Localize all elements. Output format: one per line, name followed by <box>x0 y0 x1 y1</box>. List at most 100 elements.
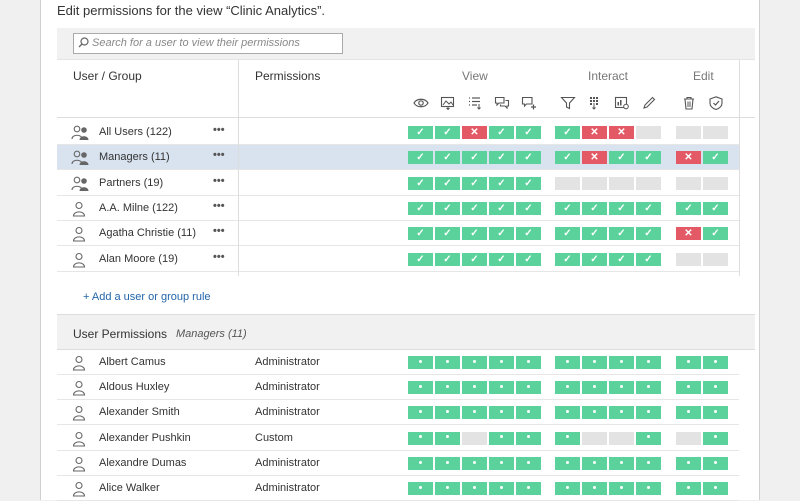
capability-allowed[interactable]: ✓ <box>609 201 634 215</box>
capability-allowed <box>516 406 541 420</box>
capability-unspecified[interactable] <box>676 176 701 190</box>
user-row[interactable]: Alexandre Dumas Administrator <box>57 451 739 476</box>
capability-allowed <box>516 482 541 495</box>
capability-allowed[interactable]: ✓ <box>703 151 728 165</box>
search-input[interactable]: Search for a user to view their permissi… <box>73 33 343 54</box>
capability-unspecified[interactable] <box>555 176 580 190</box>
capability-allowed[interactable]: ✓ <box>516 201 541 215</box>
capability-allowed[interactable]: ✓ <box>435 176 460 190</box>
capability-unspecified[interactable] <box>676 126 701 139</box>
capability-allowed[interactable]: ✓ <box>555 151 580 165</box>
capability-unspecified[interactable] <box>636 176 661 190</box>
capability-unspecified[interactable] <box>676 252 701 266</box>
more-options-button[interactable]: ••• <box>213 199 225 212</box>
capability-allowed[interactable]: ✓ <box>555 252 580 266</box>
capability-unspecified[interactable] <box>703 176 728 190</box>
capability-allowed[interactable]: ✓ <box>516 176 541 190</box>
rule-row[interactable]: Managers (11) ••• ✓ ✓ ✓ ✓ ✓ ✓ ✕ ✓ ✓ ✕ ✓ <box>57 145 739 171</box>
capability-allowed[interactable]: ✓ <box>636 151 661 165</box>
capability-allowed <box>703 431 728 445</box>
capability-unspecified[interactable] <box>703 252 728 266</box>
capability-allowed[interactable]: ✓ <box>462 201 487 215</box>
rule-row[interactable]: Partners (19) ••• ✓ ✓ ✓ ✓ ✓ <box>57 171 739 196</box>
capability-allowed[interactable]: ✓ <box>462 176 487 190</box>
capability-allowed[interactable]: ✓ <box>609 252 634 266</box>
capability-allowed[interactable]: ✓ <box>516 151 541 165</box>
capability-allowed[interactable]: ✓ <box>489 227 514 241</box>
capability-allowed[interactable]: ✓ <box>408 151 433 165</box>
user-row[interactable]: Aldous Huxley Administrator <box>57 375 739 401</box>
capability-allowed[interactable]: ✓ <box>489 252 514 266</box>
more-options-button[interactable]: ••• <box>213 174 225 187</box>
capability-unspecified[interactable] <box>703 126 728 139</box>
capability-allowed[interactable]: ✓ <box>609 151 634 165</box>
capability-denied[interactable]: ✕ <box>676 151 701 165</box>
capability-allowed[interactable]: ✓ <box>408 201 433 215</box>
capability-denied[interactable]: ✕ <box>462 126 487 139</box>
capability-allowed[interactable]: ✓ <box>516 252 541 266</box>
capability-allowed[interactable]: ✓ <box>435 252 460 266</box>
capability-unspecified[interactable] <box>582 176 607 190</box>
capability-allowed[interactable]: ✓ <box>435 151 460 165</box>
capability-allowed[interactable]: ✓ <box>582 227 607 241</box>
capability-denied[interactable]: ✕ <box>582 126 607 139</box>
capability-allowed[interactable]: ✓ <box>489 201 514 215</box>
rule-row[interactable]: All Users (122) ••• ✓ ✓ ✕ ✓ ✓ ✓ ✕ ✕ <box>57 120 739 145</box>
capability-allowed[interactable]: ✓ <box>703 227 728 241</box>
capability-allowed[interactable]: ✓ <box>703 201 728 215</box>
data-download-icon <box>590 97 598 110</box>
more-options-button[interactable]: ••• <box>213 124 225 136</box>
user-row[interactable]: Albert Camus Administrator <box>57 350 739 375</box>
capability-allowed <box>555 482 580 495</box>
capability-allowed[interactable]: ✓ <box>435 126 460 139</box>
capability-allowed[interactable]: ✓ <box>408 252 433 266</box>
more-options-button[interactable]: ••• <box>213 250 225 263</box>
capability-allowed[interactable]: ✓ <box>408 176 433 190</box>
capability-allowed[interactable]: ✓ <box>555 201 580 215</box>
capability-allowed[interactable]: ✓ <box>676 201 701 215</box>
capability-denied[interactable]: ✕ <box>609 126 634 139</box>
more-options-button[interactable]: ••• <box>213 149 225 162</box>
capability-allowed[interactable]: ✓ <box>582 252 607 266</box>
more-options-button[interactable]: ••• <box>213 225 225 238</box>
rule-row[interactable]: A.A. Milne (122) ••• ✓ ✓ ✓ ✓ ✓ ✓ ✓ ✓ ✓ ✓ ✓ <box>57 196 739 221</box>
capability-allowed[interactable]: ✓ <box>462 151 487 165</box>
rule-row[interactable]: Alan Moore (19) ••• ✓ ✓ ✓ ✓ ✓ ✓ ✓ ✓ ✓ <box>57 247 739 272</box>
capability-allowed <box>516 431 541 445</box>
user-row[interactable]: Alexander Pushkin Custom <box>57 426 739 451</box>
permission-level: Custom <box>255 431 293 444</box>
capability-allowed[interactable]: ✓ <box>636 201 661 215</box>
capability-allowed[interactable]: ✓ <box>489 126 514 139</box>
add-rule-link[interactable]: + Add a user or group rule <box>83 291 211 303</box>
permission-level: Administrator <box>255 381 320 394</box>
user-row[interactable]: Alexander Smith Administrator <box>57 400 739 426</box>
capability-allowed <box>462 482 487 495</box>
capability-allowed[interactable]: ✓ <box>516 126 541 139</box>
capability-allowed[interactable]: ✓ <box>435 201 460 215</box>
capability-unspecified[interactable] <box>609 176 634 190</box>
capability-allowed[interactable]: ✓ <box>462 227 487 241</box>
user-permissions-section-header: User Permissions Managers (11) <box>57 314 755 350</box>
capability-allowed[interactable]: ✓ <box>408 126 433 139</box>
capability-allowed[interactable]: ✓ <box>408 227 433 241</box>
capability-allowed <box>516 381 541 395</box>
capability-allowed[interactable]: ✓ <box>555 227 580 241</box>
capability-allowed[interactable]: ✓ <box>582 201 607 215</box>
capability-allowed[interactable]: ✓ <box>516 227 541 241</box>
user-row[interactable]: Alice Walker Administrator <box>57 476 739 501</box>
capability-allowed[interactable]: ✓ <box>489 176 514 190</box>
capability-allowed[interactable]: ✓ <box>462 252 487 266</box>
capability-allowed <box>408 482 433 495</box>
rule-row[interactable]: Agatha Christie (11) ••• ✓ ✓ ✓ ✓ ✓ ✓ ✓ ✓ ✓ ✕ ✓ <box>57 221 739 247</box>
capability-allowed[interactable]: ✓ <box>489 151 514 165</box>
capability-denied[interactable]: ✕ <box>582 151 607 165</box>
capability-allowed[interactable]: ✓ <box>636 227 661 241</box>
capability-allowed[interactable]: ✓ <box>636 252 661 266</box>
capability-allowed[interactable]: ✓ <box>609 227 634 241</box>
capability-allowed[interactable]: ✓ <box>435 227 460 241</box>
capability-unspecified[interactable] <box>636 126 661 139</box>
capability-allowed[interactable]: ✓ <box>555 126 580 139</box>
capability-denied[interactable]: ✕ <box>676 227 701 241</box>
user-icon <box>72 381 86 396</box>
capability-allowed <box>582 406 607 420</box>
